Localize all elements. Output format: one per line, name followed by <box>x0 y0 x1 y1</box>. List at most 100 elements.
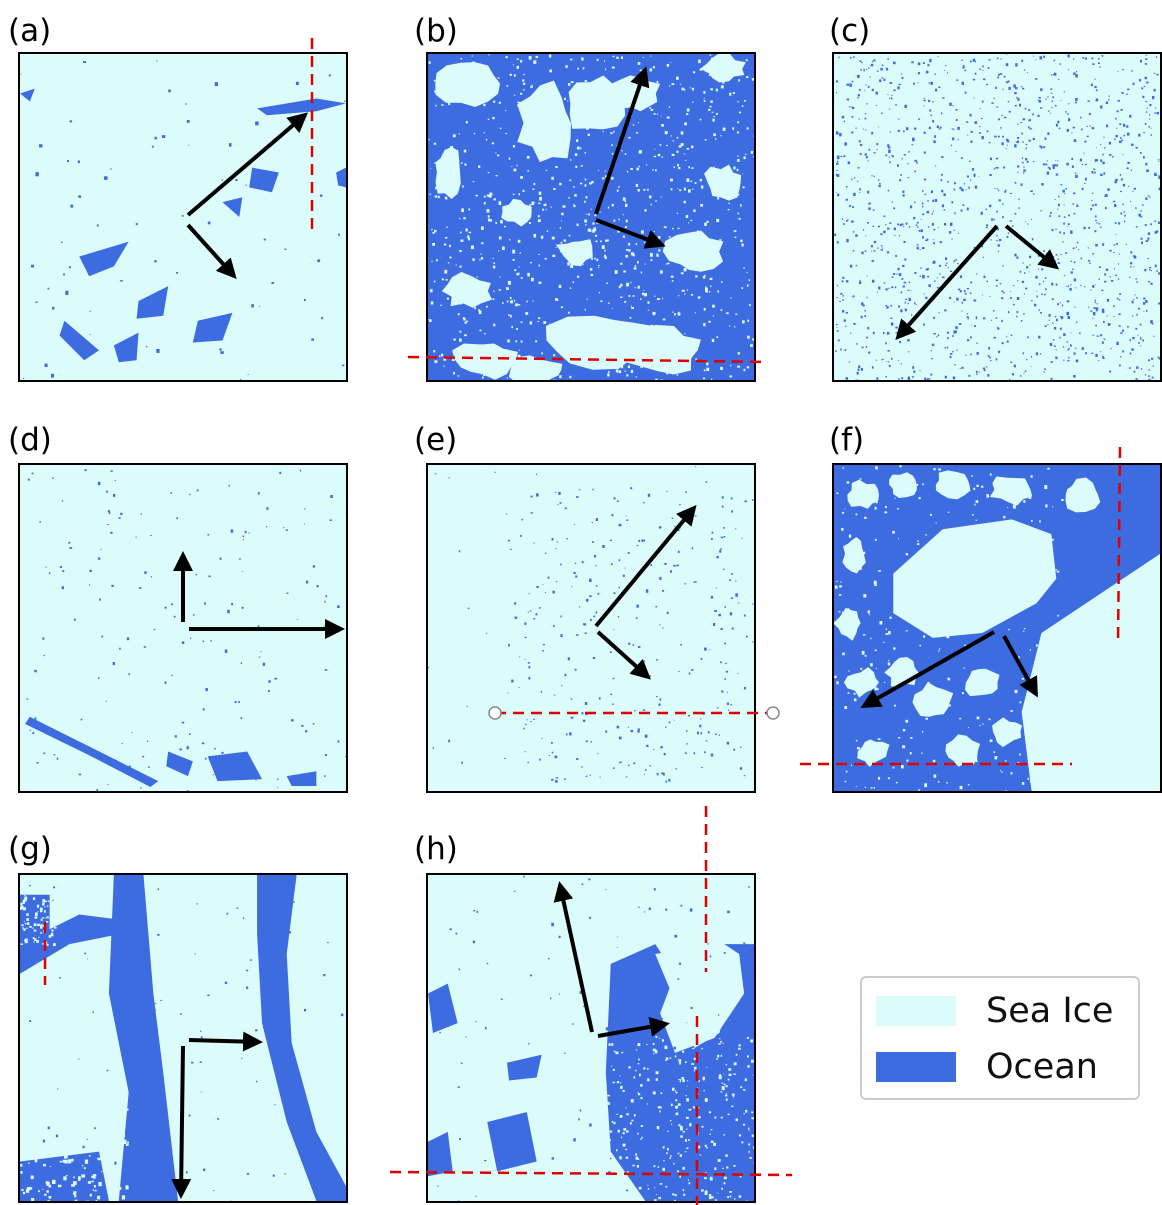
speckle <box>659 698 662 701</box>
speckle <box>1021 280 1025 283</box>
speckle <box>1150 320 1153 324</box>
speckle <box>251 304 254 308</box>
speckle <box>496 154 500 157</box>
speckle <box>1105 193 1108 197</box>
speckle <box>65 290 69 295</box>
speckle <box>735 1053 738 1056</box>
speckle <box>1146 107 1149 109</box>
speckle <box>493 290 495 293</box>
speckle <box>932 260 936 264</box>
speckle <box>866 103 868 105</box>
speckle <box>504 757 506 759</box>
speckle <box>81 1174 86 1178</box>
speckle <box>1005 189 1007 191</box>
speckle <box>699 68 702 71</box>
speckle <box>655 1035 658 1038</box>
speckle <box>1026 564 1029 567</box>
speckle <box>1030 475 1033 478</box>
speckle <box>242 535 245 538</box>
speckle <box>164 681 167 684</box>
speckle <box>37 1119 41 1124</box>
speckle <box>853 322 856 325</box>
speckle <box>1043 669 1046 671</box>
speckle <box>841 218 844 220</box>
speckle <box>709 105 712 108</box>
speckle <box>662 1167 665 1171</box>
speckle <box>21 1189 24 1191</box>
speckle <box>1035 352 1039 356</box>
speckle <box>907 376 910 378</box>
speckle <box>942 276 945 279</box>
speckle <box>1146 81 1149 84</box>
speckle <box>720 536 724 539</box>
speckle <box>684 333 686 335</box>
speckle <box>539 758 541 761</box>
speckle <box>942 97 945 99</box>
speckle <box>591 711 593 713</box>
speckle <box>575 575 578 578</box>
speckle <box>640 230 644 234</box>
speckle <box>859 188 861 191</box>
speckle <box>1118 140 1122 143</box>
speckle <box>852 322 855 324</box>
speckle <box>684 245 687 248</box>
speckle <box>960 617 964 620</box>
speckle <box>517 105 519 107</box>
speckle <box>618 186 620 188</box>
speckle <box>202 708 205 711</box>
speckle <box>480 253 482 255</box>
speckle <box>686 289 688 291</box>
speckle <box>1151 357 1154 360</box>
speckle <box>670 570 673 573</box>
speckle <box>1121 139 1123 142</box>
speckle <box>717 197 720 200</box>
speckle <box>1043 146 1046 148</box>
speckle <box>867 160 869 162</box>
speckle <box>1151 376 1154 379</box>
speckle <box>753 156 754 158</box>
speckle <box>98 1181 102 1187</box>
speckle <box>711 378 713 380</box>
speckle <box>952 376 956 380</box>
speckle <box>1051 92 1053 94</box>
speckle <box>940 112 943 115</box>
speckle <box>529 321 533 325</box>
speckle <box>661 1018 664 1020</box>
speckle <box>635 183 639 187</box>
speckle <box>207 533 210 536</box>
speckle <box>649 253 653 257</box>
speckle <box>577 67 580 70</box>
speckle <box>492 257 494 259</box>
speckle <box>83 1145 87 1148</box>
speckle <box>951 128 953 130</box>
speckle <box>722 81 725 84</box>
speckle <box>995 86 997 89</box>
speckle <box>1042 163 1045 166</box>
speckle <box>1018 656 1020 659</box>
speckle <box>864 315 867 317</box>
speckle <box>720 309 723 311</box>
speckle <box>960 209 963 212</box>
speckle <box>1019 701 1022 704</box>
speckle <box>262 662 266 666</box>
speckle <box>576 347 580 352</box>
speckle <box>37 1117 39 1119</box>
speckle <box>902 226 905 228</box>
speckle <box>618 1181 622 1184</box>
speckle <box>1092 253 1095 255</box>
speckle <box>861 251 864 255</box>
speckle <box>68 541 71 544</box>
speckle <box>614 1183 616 1185</box>
speckle <box>1056 164 1059 167</box>
speckle <box>1070 332 1072 334</box>
lead <box>428 983 458 1034</box>
speckle <box>718 1043 721 1045</box>
speckle <box>726 312 729 315</box>
speckle <box>1129 352 1132 355</box>
speckle <box>495 89 498 93</box>
speckle <box>449 244 451 248</box>
speckle <box>611 152 614 155</box>
speckle <box>694 182 697 184</box>
speckle <box>193 614 195 616</box>
speckle <box>1061 304 1064 307</box>
